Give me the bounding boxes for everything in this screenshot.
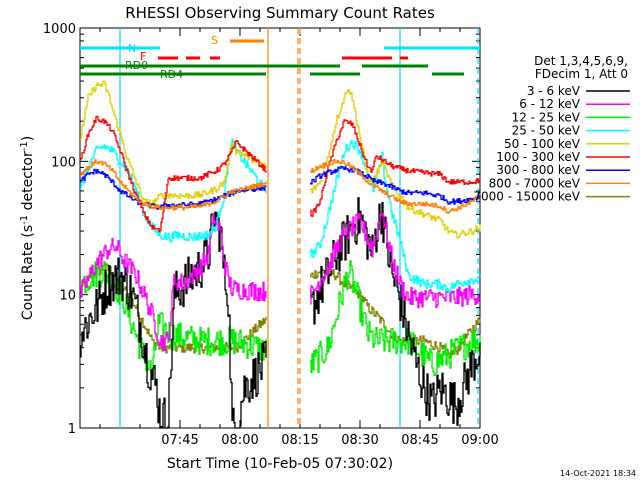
flag-bars bbox=[80, 39, 480, 76]
x-axis-label: Start Time (10-Feb-05 07:30:02) bbox=[167, 456, 393, 472]
x-tick-label: 07:45 bbox=[161, 433, 198, 448]
legend: Det 1,3,4,5,6,9, FDecim 1, Att 0 3 - 6 k… bbox=[473, 54, 630, 204]
legend-item-label: 25 - 50 keV bbox=[512, 124, 581, 138]
series-line bbox=[80, 80, 481, 239]
flag-label-RD4: RD4 bbox=[160, 68, 183, 81]
series-line bbox=[80, 212, 481, 352]
y-tick-label: 1000 bbox=[43, 22, 76, 37]
series-line bbox=[80, 138, 481, 294]
legend-item-label: 3 - 6 keV bbox=[527, 84, 581, 98]
legend-item-label: 7000 - 15000 keV bbox=[473, 190, 580, 204]
flag-label-F: F bbox=[140, 50, 146, 63]
y-tick-labels: 1 10 100 1000 bbox=[43, 22, 76, 437]
series-line bbox=[80, 197, 481, 429]
flag-label-S: S bbox=[211, 34, 218, 47]
legend-item-label: 100 - 300 keV bbox=[496, 150, 580, 164]
x-tick-label: 08:45 bbox=[401, 433, 438, 448]
series-line bbox=[80, 263, 481, 359]
legend-item-label: 6 - 12 keV bbox=[519, 97, 581, 111]
plot-frame bbox=[79, 27, 481, 429]
flag-label-N: N bbox=[128, 42, 136, 55]
chart-title: RHESSI Observing Summary Count Rates bbox=[125, 4, 435, 22]
axis-ticks bbox=[79, 28, 481, 429]
y-tick-label: 100 bbox=[51, 155, 76, 170]
x-tick-label: 08:15 bbox=[281, 433, 318, 448]
footer-timestamp: 14-Oct-2021 18:34 bbox=[560, 469, 636, 478]
series-layer bbox=[80, 80, 481, 429]
x-tick-labels: 07:45 08:00 08:15 08:30 08:45 09:00 bbox=[161, 433, 498, 448]
x-tick-label: 09:00 bbox=[461, 433, 498, 448]
y-axis-label: Count Rate (s-1 detector-1) bbox=[19, 136, 36, 320]
series-line bbox=[80, 115, 481, 233]
legend-header-line-2: FDecim 1, Att 0 bbox=[535, 67, 628, 81]
series-line bbox=[80, 158, 481, 214]
legend-item-label: 800 - 7000 keV bbox=[489, 176, 581, 190]
x-tick-label: 08:00 bbox=[221, 433, 258, 448]
legend-item-label: 300 - 800 keV bbox=[496, 163, 580, 177]
vertical-markers bbox=[119, 28, 479, 428]
y-tick-label: 10 bbox=[59, 289, 76, 304]
y-tick-label: 1 bbox=[68, 422, 76, 437]
flag-label-RD0: RD0 bbox=[125, 59, 148, 72]
legend-item-label: 50 - 100 keV bbox=[504, 137, 581, 151]
x-tick-label: 08:30 bbox=[341, 433, 378, 448]
legend-header-line-1: Det 1,3,4,5,6,9, bbox=[534, 54, 628, 68]
legend-item-label: 12 - 25 keV bbox=[512, 110, 581, 124]
